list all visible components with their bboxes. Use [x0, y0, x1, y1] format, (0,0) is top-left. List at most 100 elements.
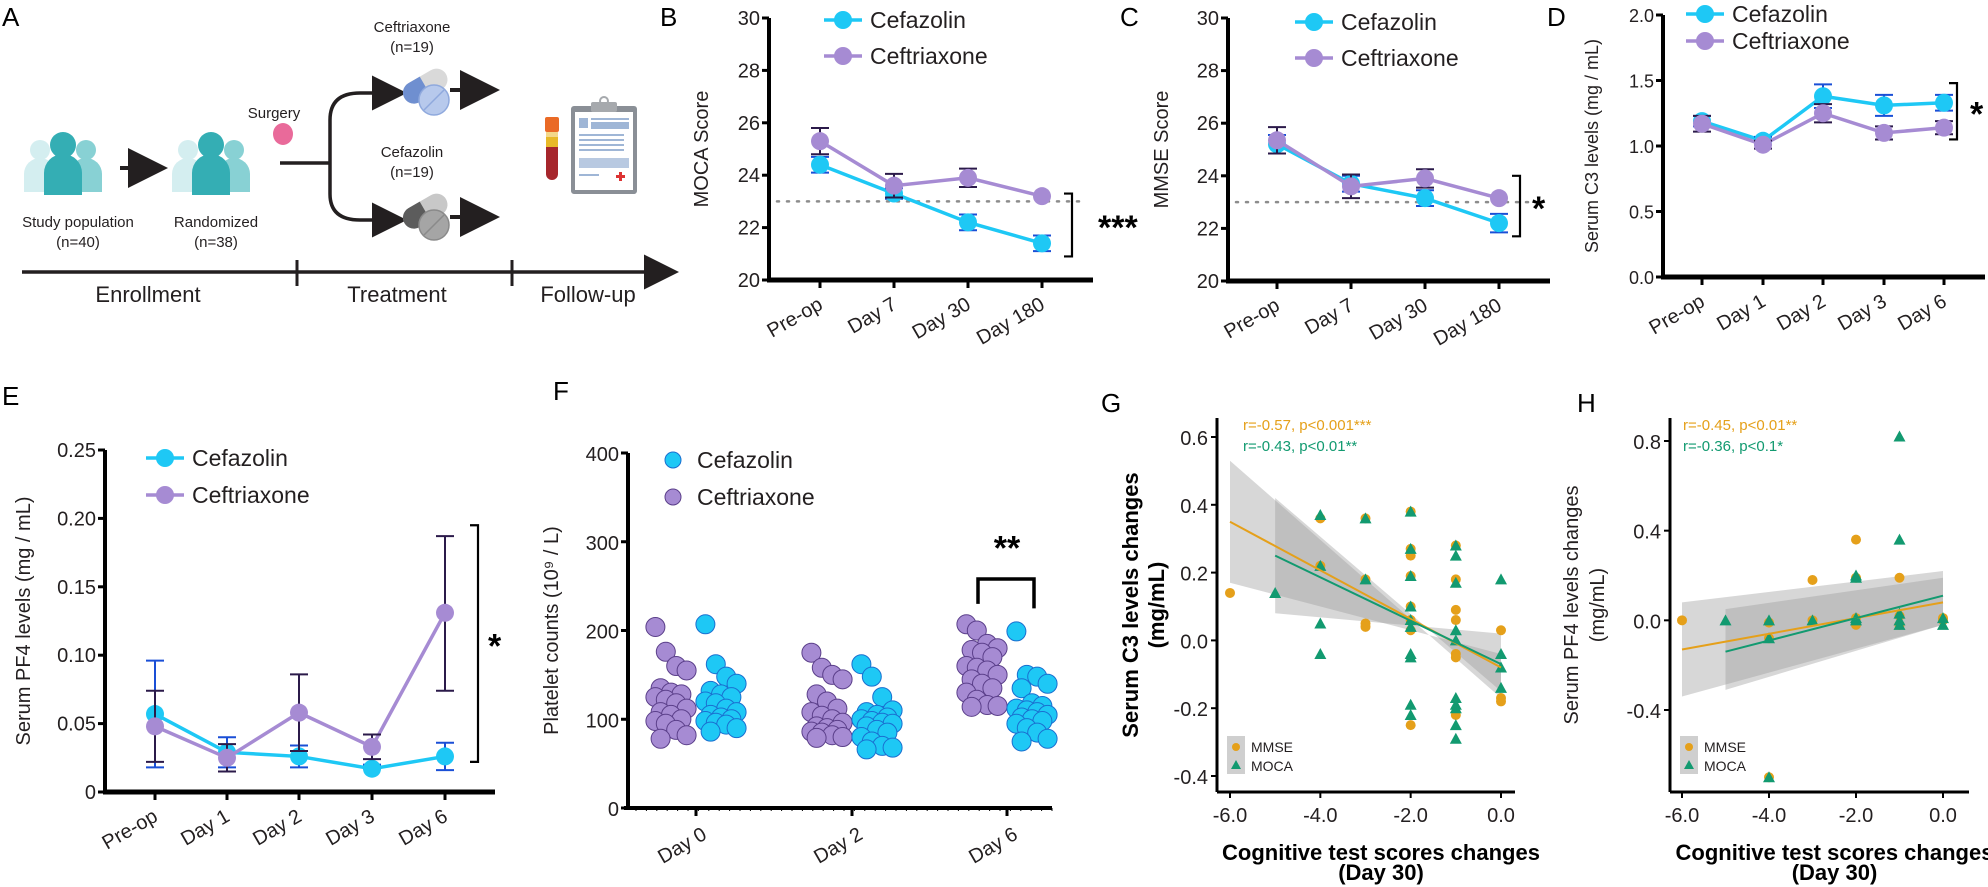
legend-label-moca: MOCA: [1251, 758, 1294, 774]
x-axis-label-sub: (Day 30): [1338, 860, 1424, 885]
confidence-band-moca: [1275, 498, 1501, 692]
data-point-moca: [1850, 571, 1862, 583]
x-tick-label: Pre-op: [1646, 290, 1709, 339]
data-point-ceftriaxone: [801, 642, 822, 663]
data-point-mmse: [1894, 572, 1905, 583]
y-tick-label: -0.4: [1627, 701, 1661, 723]
data-point-moca: [1404, 698, 1417, 710]
data-point-moca: [1449, 702, 1462, 714]
y-tick-label: 26: [1197, 113, 1219, 135]
x-tick-label: -4.0: [1303, 805, 1337, 827]
y-tick-label: 0.25: [57, 440, 96, 462]
y-axis-label: MMSE Score: [1151, 91, 1173, 209]
panel-label-f: F: [553, 376, 569, 406]
series-line-ceftriaxone: [819, 139, 1043, 198]
x-axis-label-sub: (Day 30): [1792, 860, 1878, 885]
legend-label-cefazolin: Cefazolin: [870, 7, 966, 33]
fit-line-moca: [1274, 554, 1502, 666]
data-point-mmse: [1225, 587, 1235, 598]
data-point-moca: [1404, 651, 1417, 663]
data-point-moca: [1449, 692, 1462, 704]
legend-label-cefazolin: Cefazolin: [192, 445, 288, 471]
data-point-moca: [1449, 576, 1462, 588]
phase-treatment: Treatment: [347, 282, 446, 307]
y-tick-label: 2.0: [1629, 6, 1654, 26]
y-axis-label: Serum PF4 levels changes: [1561, 485, 1583, 724]
x-tick-label: Day 3: [322, 805, 378, 850]
data-point-ceftriaxone: [1935, 118, 1953, 137]
x-tick-label: -4.0: [1752, 805, 1786, 827]
data-point-ceftriaxone: [987, 695, 1008, 716]
y-tick-label: 0.6: [1180, 428, 1208, 450]
legend-label-ceftriaxone: Ceftriaxone: [697, 484, 815, 510]
significance-marker: ***: [1098, 209, 1138, 247]
x-tick-label: -2.0: [1393, 805, 1427, 827]
y-tick-label: 30: [738, 8, 760, 30]
y-tick-label: 0.4: [1180, 496, 1208, 518]
data-point-cefazolin: [811, 155, 829, 174]
panel-label-b: B: [660, 2, 677, 32]
x-tick-label: -2.0: [1839, 805, 1873, 827]
people-group-icon: [24, 132, 102, 195]
panel-label-a: A: [2, 2, 20, 32]
data-point-moca: [1850, 614, 1862, 626]
x-axis-label: Cognitive test scores changes: [1222, 840, 1540, 865]
data-point-ceftriaxone: [363, 737, 381, 756]
data-point-cefazolin: [700, 721, 721, 742]
y-tick-label: 0.10: [57, 645, 96, 667]
x-tick-label: Day 6: [395, 805, 451, 850]
data-point-mmse: [1496, 625, 1506, 636]
x-tick-label: 0.0: [1487, 805, 1515, 827]
x-tick-label: Day 6: [1894, 290, 1950, 335]
data-point-moca: [1893, 607, 1906, 619]
y-tick-label: 0.20: [57, 508, 96, 530]
pills-icon: [402, 193, 450, 241]
data-point-moca: [1404, 569, 1417, 581]
x-tick-label: -6.0: [1665, 805, 1699, 827]
y-tick-label: 0: [85, 782, 96, 804]
legend-marker-cefazolin: [834, 11, 852, 29]
y-tick-label: 20: [738, 270, 760, 292]
significance-bracket: [976, 577, 1036, 609]
data-point-moca: [1719, 614, 1732, 626]
data-point-moca: [1449, 719, 1462, 731]
confidence-band-mmse: [1682, 571, 1943, 697]
y-tick-label: 0.2: [1180, 564, 1208, 586]
y-tick-label: 0.0: [1633, 611, 1661, 633]
data-point-cefazolin: [695, 614, 716, 635]
x-tick-label: Day 2: [249, 805, 305, 850]
legend-marker-cefazolin: [156, 449, 174, 467]
legend-label-moca: MOCA: [1704, 758, 1747, 774]
data-point-ceftriaxone: [959, 168, 977, 187]
legend-marker-cefazolin: [1696, 5, 1714, 23]
y-axis-label: Platelet counts (10⁹ / L): [541, 526, 563, 735]
x-tick-label: Day 3: [1834, 290, 1890, 335]
x-tick-label: Day 7: [844, 293, 900, 338]
y-tick-label: 200: [586, 622, 619, 644]
data-point-ceftriaxone: [676, 660, 697, 681]
data-point-ceftriaxone: [1490, 189, 1508, 208]
data-point-moca: [1937, 612, 1949, 624]
x-tick-label: Day 2: [810, 823, 866, 868]
data-point-moca: [1495, 573, 1507, 585]
data-point-ceftriaxone: [436, 603, 454, 622]
data-point-mmse: [1496, 696, 1506, 707]
branch-arrow-down: [328, 163, 407, 238]
data-point-moca: [1314, 617, 1327, 629]
y-tick-label: 0.0: [1629, 268, 1654, 288]
legend-marker-ceftriaxone: [1696, 32, 1714, 50]
data-point-ceftriaxone: [1033, 187, 1051, 206]
legend-marker-mmse: [1232, 743, 1240, 751]
significance-marker: *: [1970, 95, 1984, 133]
significance-marker: **: [994, 530, 1021, 568]
clipboard-icon: [571, 96, 637, 194]
data-point-mmse: [1851, 534, 1861, 545]
study-population-label: Study population: [22, 214, 134, 231]
randomized-n: (n=38): [194, 234, 238, 251]
correlation-annotation-moca: r=-0.36, p<0.1*: [1683, 438, 1783, 455]
data-point-ceftriaxone: [290, 703, 308, 722]
data-point-moca: [1359, 512, 1372, 524]
y-tick-label: 26: [738, 113, 760, 135]
data-point-moca: [1893, 618, 1906, 630]
